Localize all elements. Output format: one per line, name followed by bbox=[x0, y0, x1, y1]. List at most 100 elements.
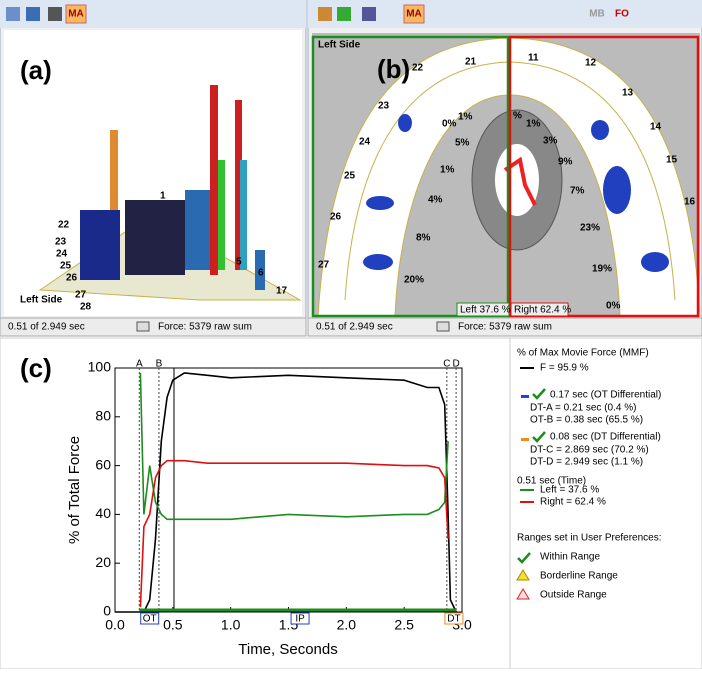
tooth-number: 24 bbox=[56, 249, 68, 260]
percent-label: 19% bbox=[592, 264, 612, 275]
contact-patch bbox=[366, 196, 394, 210]
ot-line: DT-A = 0.21 sec (0.4 %) bbox=[530, 403, 636, 414]
alert-icon bbox=[516, 588, 530, 600]
range-item: Outside Range bbox=[540, 590, 607, 601]
x-axis-label: Time, Seconds bbox=[238, 641, 338, 658]
tooth-number: 1 bbox=[160, 191, 166, 202]
tool-label[interactable]: FO bbox=[615, 9, 629, 20]
toolbar-a bbox=[0, 0, 306, 28]
x-tick-label: 1.0 bbox=[221, 617, 241, 633]
dt-title: 0.08 sec (DT Differential) bbox=[550, 432, 661, 443]
tool-icon[interactable] bbox=[318, 7, 332, 21]
legend-entry: Left = 37.6 % bbox=[540, 485, 599, 496]
ranges-title: Ranges set in User Preferences: bbox=[517, 533, 662, 544]
percent-label: 5% bbox=[455, 138, 470, 149]
percent-label: 3% bbox=[543, 136, 558, 147]
tooth-number: 25 bbox=[344, 171, 356, 182]
event-marker-label: B bbox=[156, 359, 163, 370]
panel-label: (b) bbox=[377, 54, 410, 84]
tool-icon[interactable] bbox=[65, 4, 87, 24]
plot-area bbox=[114, 367, 463, 613]
ot-swatch bbox=[521, 395, 529, 398]
tool-icon[interactable] bbox=[337, 7, 351, 21]
contact-patch bbox=[398, 114, 412, 132]
legend: % of Max Movie Force (MMF) 0.17 sec (OT … bbox=[516, 348, 662, 601]
panel-label: (a) bbox=[20, 55, 52, 85]
dt-line: DT-C = 2.869 sec (70.2 %) bbox=[530, 445, 649, 456]
legend-entry: F = 95.9 % bbox=[540, 363, 589, 374]
tooth-number: 16 bbox=[684, 197, 696, 208]
legend-entry: Right = 62.4 % bbox=[540, 497, 606, 508]
ot-title: 0.17 sec (OT Differential) bbox=[550, 390, 661, 401]
tooth-numbers: 22 21 11 12 13 14 15 16 23 24 25 26 27 bbox=[318, 53, 696, 271]
center-hole bbox=[495, 144, 539, 216]
y-tick-label: 80 bbox=[95, 408, 111, 424]
tool-icon[interactable] bbox=[362, 7, 376, 21]
x-tick-label: 0.0 bbox=[105, 617, 125, 633]
cof-trajectory bbox=[503, 156, 537, 206]
warning-icon bbox=[516, 569, 530, 581]
bar-3d bbox=[255, 250, 265, 290]
percent-label: 1% bbox=[526, 119, 541, 130]
percent-label: 8% bbox=[416, 233, 431, 244]
bar-3d bbox=[110, 130, 118, 280]
y-tick-label: 20 bbox=[95, 554, 111, 570]
contact-patches bbox=[363, 114, 669, 272]
event-tag bbox=[444, 612, 464, 625]
contact-patch bbox=[603, 166, 631, 214]
tool-label[interactable]: MA bbox=[406, 9, 422, 20]
tooth-number: 13 bbox=[622, 88, 634, 99]
time-title: 0.51 sec (Time) bbox=[517, 476, 586, 487]
tool-icon[interactable] bbox=[6, 7, 20, 21]
percent-label: 9% bbox=[558, 157, 573, 168]
tooth-number: 25 bbox=[60, 261, 72, 272]
tooth-number: 28 bbox=[80, 302, 92, 313]
percent-label: 0% bbox=[442, 119, 457, 130]
bar-3d bbox=[185, 190, 210, 270]
tooth-number: 12 bbox=[585, 58, 597, 69]
left-total-box bbox=[456, 302, 510, 317]
percent-label: 23% bbox=[580, 223, 600, 234]
x-tick-label: 2.5 bbox=[394, 617, 414, 633]
legend-header: % of Max Movie Force (MMF) bbox=[517, 348, 649, 359]
left-total: Left 37.6 % bbox=[460, 305, 511, 316]
right-total-box bbox=[510, 302, 569, 317]
tool-label[interactable]: MB bbox=[589, 9, 605, 20]
force-bars bbox=[80, 85, 265, 290]
event-tag-label: DT bbox=[447, 614, 460, 625]
bar-3d bbox=[210, 85, 218, 275]
tool-icon[interactable] bbox=[403, 4, 425, 24]
bar-3d bbox=[240, 160, 247, 270]
event-tag bbox=[140, 612, 160, 625]
bar-3d bbox=[125, 200, 185, 275]
chart-title: (c) bbox=[20, 353, 52, 383]
y-tick-label: 40 bbox=[95, 505, 111, 521]
tooth-numbers: 22 23 24 25 26 27 28 1 5 6 17 bbox=[55, 191, 288, 313]
contact-patch bbox=[591, 120, 609, 140]
event-marker-label: C bbox=[443, 359, 450, 370]
percent-label: 0% bbox=[606, 301, 621, 312]
tooth-number: 24 bbox=[359, 137, 371, 148]
y-tick-label: 100 bbox=[88, 359, 112, 375]
contact-patch bbox=[641, 252, 669, 272]
tool-label[interactable]: MA bbox=[68, 9, 84, 20]
event-tag-label: IP bbox=[295, 614, 305, 625]
y-tick-label: 60 bbox=[95, 456, 111, 472]
tooth-number: 5 bbox=[236, 257, 242, 268]
series-line bbox=[139, 459, 449, 608]
side-label: Left Side bbox=[318, 40, 361, 51]
status-time: 0.51 of 2.949 sec bbox=[8, 322, 85, 333]
tool-icon[interactable] bbox=[26, 7, 40, 21]
tooth-number: 14 bbox=[650, 122, 662, 133]
x-tick-label: 2.0 bbox=[337, 617, 357, 633]
range-item: Within Range bbox=[540, 552, 600, 563]
tool-icon[interactable] bbox=[48, 7, 62, 21]
check-icon bbox=[532, 431, 546, 443]
status-bar bbox=[307, 317, 702, 337]
left-region bbox=[311, 35, 510, 318]
right-region bbox=[508, 35, 700, 318]
dt-swatch bbox=[521, 438, 529, 441]
check-icon bbox=[517, 552, 531, 564]
percent-label: 4% bbox=[428, 195, 443, 206]
